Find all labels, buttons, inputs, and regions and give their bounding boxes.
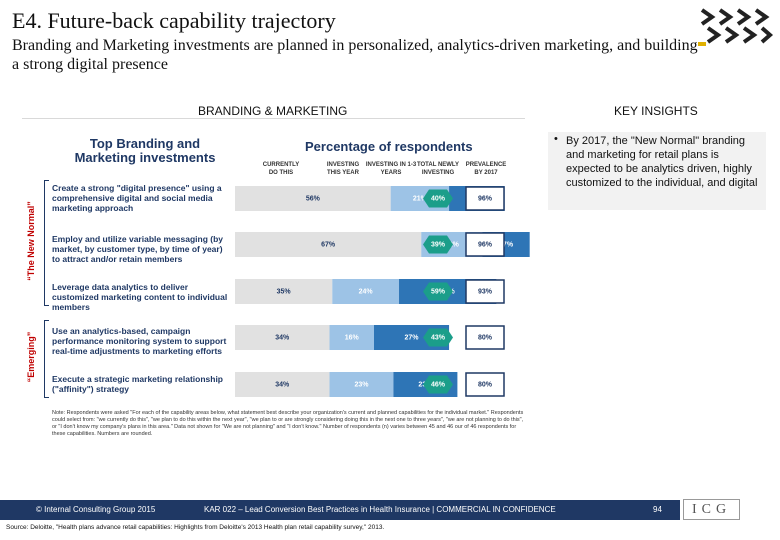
bar-segment xyxy=(332,279,400,304)
prevalence-label: 93% xyxy=(478,288,493,295)
total-newly-investing-hexagon xyxy=(423,189,453,208)
prevalence-label: 96% xyxy=(478,195,493,202)
group-bracket-emerging xyxy=(44,320,49,398)
bar-segment xyxy=(235,372,330,397)
prevalence-box xyxy=(465,372,505,397)
column-header-this-year: Investing This Year xyxy=(326,162,360,176)
bar-value-label: 67% xyxy=(321,241,336,248)
bar-value-label: 21% xyxy=(413,195,428,202)
bar-value-label: 34% xyxy=(275,334,290,341)
row-label: Use an analytics-based, campaign perform… xyxy=(52,326,227,356)
group-bracket-new-normal xyxy=(44,180,49,306)
total-newly-investing-hexagon xyxy=(423,375,453,394)
footer-title: KAR 022 – Lead Conversion Best Practices… xyxy=(204,505,556,514)
bar-segment xyxy=(329,372,394,397)
column-header-currently: Currently Do This xyxy=(262,162,300,176)
prevalence-label: 96% xyxy=(478,241,493,248)
insight-text: By 2017, the "New Normal" branding and m… xyxy=(566,135,758,189)
footer-copyright: © Internal Consulting Group 2015 xyxy=(36,505,156,514)
total-newly-investing-hexagon xyxy=(423,328,453,347)
bar-value-label: 34% xyxy=(275,381,290,388)
bullet-icon: • xyxy=(554,133,558,145)
total-newly-investing-label: 46% xyxy=(431,381,446,388)
total-newly-investing-label: 59% xyxy=(431,288,446,295)
prevalence-box xyxy=(465,232,505,257)
column-header-total: Total Newly Investing xyxy=(416,162,460,176)
bar-segment xyxy=(235,325,330,350)
bar-segment xyxy=(235,186,391,211)
row-label: Create a strong "digital presence" using… xyxy=(52,183,222,213)
chart-note: Note: Respondents were asked "For each o… xyxy=(52,410,524,437)
page-title: E4. Future-back capability trajectory xyxy=(12,8,336,33)
insight-box xyxy=(548,132,766,210)
total-newly-investing-label: 39% xyxy=(431,241,446,248)
bar-value-label: 16% xyxy=(345,334,360,341)
page-number: 94 xyxy=(653,505,662,514)
bar-value-label: 56% xyxy=(306,195,321,202)
bar-value-label: 24% xyxy=(359,288,374,295)
total-newly-investing-label: 40% xyxy=(431,195,446,202)
row-label: Employ and utilize variable messaging (b… xyxy=(52,234,223,264)
prevalence-box xyxy=(465,186,505,211)
bar-value-label: 17% xyxy=(499,241,514,248)
bar-value-label: 27% xyxy=(405,334,420,341)
bar-segment xyxy=(235,279,333,304)
chart-title: Top Branding and Marketing investments xyxy=(74,136,216,165)
chart-subtitle: Percentage of respondents xyxy=(305,139,473,154)
page-subtitle: Branding and Marketing investments are p… xyxy=(12,37,698,73)
row-label: Execute a strategic marketing relationsh… xyxy=(52,374,224,394)
source-citation: Source: Deloitte, "Health plans advance … xyxy=(6,524,385,531)
total-newly-investing-label: 43% xyxy=(431,334,446,341)
footer-bar xyxy=(0,500,680,520)
prevalence-label: 80% xyxy=(478,334,493,341)
total-newly-investing-hexagon xyxy=(423,282,453,301)
column-header-one-to-three: Investing in 1-3 Years xyxy=(365,162,417,176)
bar-value-label: 35% xyxy=(277,288,292,295)
icg-logo: ICG xyxy=(683,499,740,520)
section-heading-insights: KEY INSIGHTS xyxy=(614,104,698,118)
prevalence-box xyxy=(465,279,505,304)
bar-value-label: 23% xyxy=(354,381,369,388)
prevalence-label: 80% xyxy=(478,381,493,388)
total-newly-investing-hexagon xyxy=(423,235,453,254)
prevalence-box xyxy=(465,325,505,350)
row-label: Leverage data analytics to deliver custo… xyxy=(52,282,228,312)
bar-segment xyxy=(235,232,422,257)
section-heading-branding: BRANDING & MARKETING xyxy=(198,104,348,118)
bar-segment xyxy=(329,325,374,350)
section-divider xyxy=(22,118,525,119)
chevron-logo-icon xyxy=(698,8,774,46)
column-header-prevalence: Prevalence by 2017 xyxy=(465,162,507,176)
